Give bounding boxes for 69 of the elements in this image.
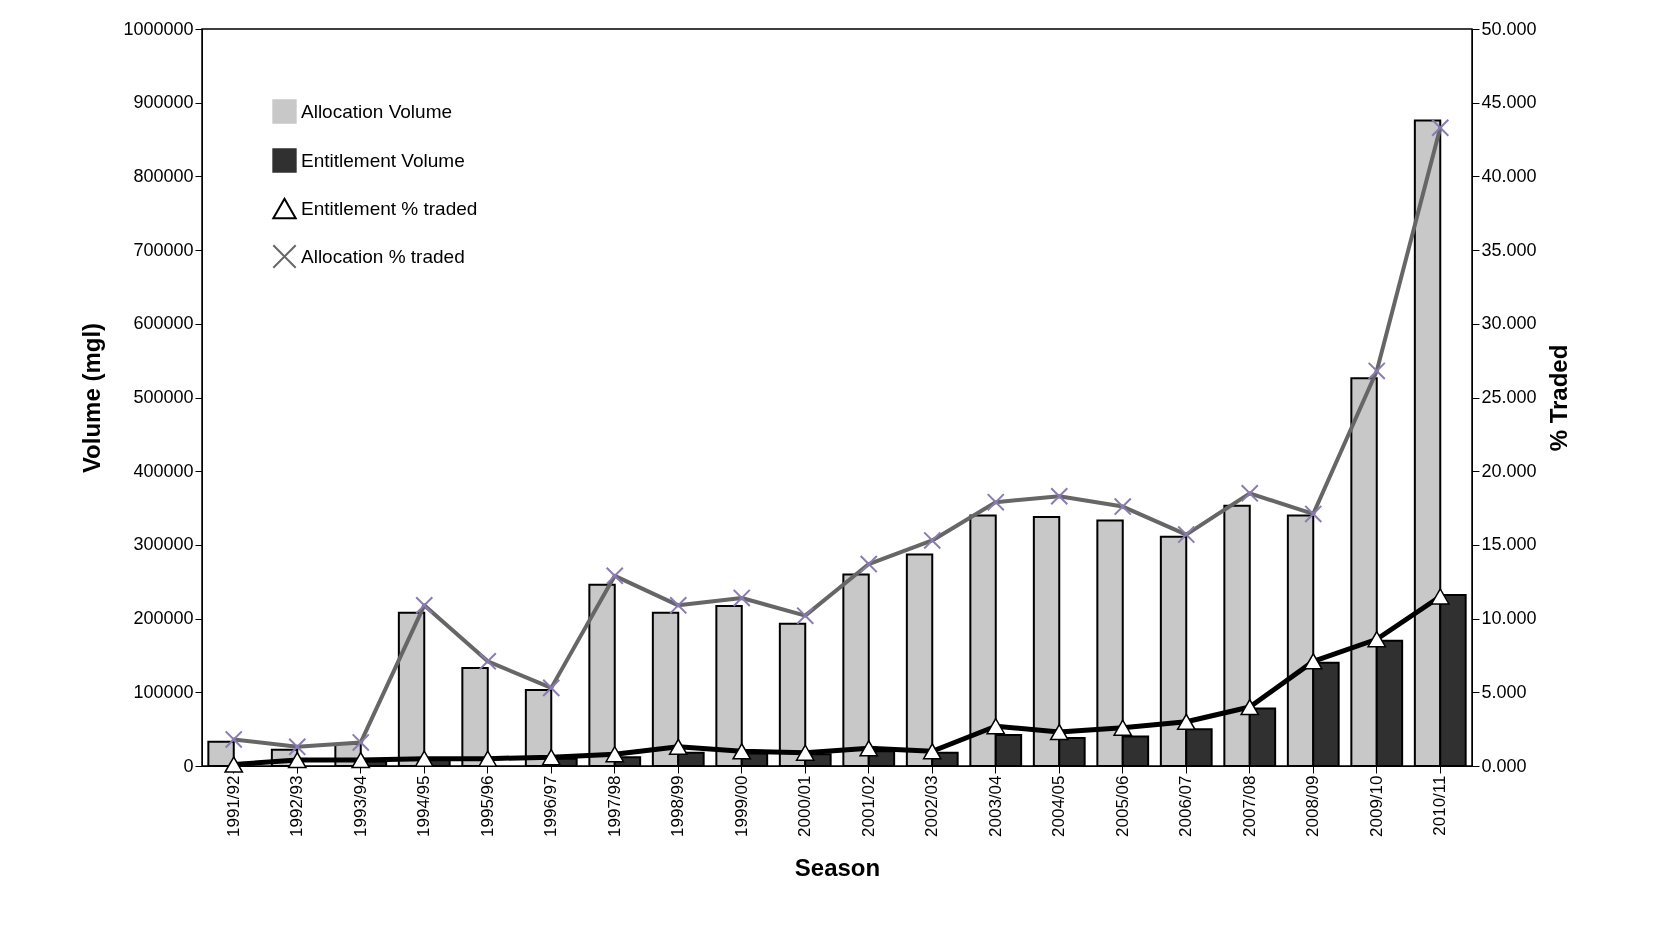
x-tick-label: 2004/05 xyxy=(1049,775,1069,837)
legend-label: Allocation Volume xyxy=(301,100,453,122)
x-tick-label: 2005/06 xyxy=(1112,775,1132,837)
x-axis-title: Season xyxy=(794,853,881,881)
y-tick-label: 500000 xyxy=(133,387,194,407)
point xyxy=(1113,719,1133,736)
x-tick-label: 1997/98 xyxy=(604,775,624,837)
y2-tick-label: 40.000 xyxy=(1481,165,1537,186)
x-tick-label: 1994/95 xyxy=(414,775,434,837)
x-tick-label: 2006/07 xyxy=(1176,775,1196,837)
y2-tick-label: 35.000 xyxy=(1481,239,1537,260)
point xyxy=(224,756,244,773)
x-tick-label: 2010/11 xyxy=(1430,775,1450,836)
y-tick-label: 200000 xyxy=(133,608,194,629)
point xyxy=(1430,588,1450,605)
point xyxy=(1240,698,1260,716)
point xyxy=(478,750,498,767)
y2-tick-label: 0.000 xyxy=(1481,755,1527,776)
x-tick-label: 2009/10 xyxy=(1366,775,1386,837)
x-tick-label: 2008/09 xyxy=(1303,775,1323,837)
y-tick-label: 300000 xyxy=(133,534,194,555)
y-tick-label: 600000 xyxy=(133,313,194,334)
x-tick-label: 1993/94 xyxy=(350,775,370,837)
x-tick-label: 2007/08 xyxy=(1239,775,1259,837)
legend-label: Entitlement % traded xyxy=(301,197,478,219)
point xyxy=(922,743,942,760)
point xyxy=(1049,723,1069,741)
point xyxy=(351,751,371,769)
point xyxy=(732,743,752,760)
point xyxy=(541,748,561,766)
y-tick-label: 100000 xyxy=(133,681,194,702)
point xyxy=(1303,653,1323,670)
y2-tick-label: 50.000 xyxy=(1481,18,1537,39)
y2-tick-label: 15.000 xyxy=(1481,534,1537,555)
x-tick-label: 1995/96 xyxy=(477,775,497,837)
y-tick-label: 800000 xyxy=(133,165,194,186)
x-tick-label: 2001/02 xyxy=(858,775,878,837)
point xyxy=(986,717,1006,735)
point xyxy=(414,750,434,767)
x-tick-label: 2000/01 xyxy=(795,775,815,837)
x-tick-label: 1999/00 xyxy=(731,775,751,837)
point xyxy=(287,751,307,769)
y2-tick-label: 25.000 xyxy=(1481,387,1537,407)
y2-tick-label: 10.000 xyxy=(1481,608,1537,629)
x-tick-label: 2002/03 xyxy=(922,775,942,837)
x-tick-label: 1992/93 xyxy=(287,775,307,837)
point xyxy=(668,738,688,756)
y-tick-label: 900000 xyxy=(133,92,194,113)
y-tick-label: 1000000 xyxy=(123,18,194,39)
x-tick-label: 1998/99 xyxy=(668,775,688,837)
point xyxy=(859,740,879,757)
y2-axis-title: % Traded xyxy=(1544,344,1572,452)
y-tick-label: 0 xyxy=(183,755,194,776)
point xyxy=(795,744,815,761)
y-axis-title: Volume (mgl) xyxy=(78,322,106,474)
point xyxy=(1176,713,1196,731)
point xyxy=(1367,630,1387,648)
y-tick-label: 700000 xyxy=(133,239,194,260)
y2-tick-label: 20.000 xyxy=(1481,460,1537,481)
x-tick-label: 1991/92 xyxy=(223,775,243,837)
point xyxy=(605,745,625,763)
legend-label: Allocation % traded xyxy=(301,245,465,267)
y-tick-label: 400000 xyxy=(133,460,194,481)
x-tick-label: 2003/04 xyxy=(985,775,1005,837)
y2-tick-label: 5.000 xyxy=(1481,681,1527,702)
y2-tick-label: 30.000 xyxy=(1481,313,1537,334)
legend-label: Entitlement Volume xyxy=(301,149,465,171)
y2-tick-label: 45.000 xyxy=(1481,92,1537,113)
x-tick-label: 1996/97 xyxy=(541,775,561,837)
